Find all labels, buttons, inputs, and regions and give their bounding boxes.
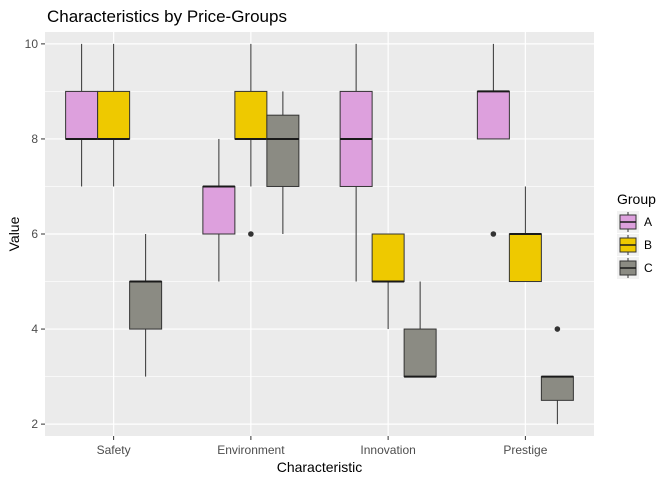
- y-tick-label: 8: [31, 132, 38, 146]
- x-tick-label: Safety: [97, 443, 131, 457]
- box-B-innovation: [371, 233, 405, 330]
- box-C-environment: [266, 91, 300, 234]
- legend-item-B: B: [617, 234, 652, 256]
- chart-title: Characteristics by Price-Groups: [47, 7, 287, 26]
- y-tick-label: 10: [25, 37, 39, 51]
- legend-label: C: [644, 261, 653, 275]
- y-axis-title: Value: [6, 216, 22, 251]
- boxes-layer: [65, 43, 574, 425]
- y-tick-label: 6: [31, 227, 38, 241]
- x-tick-label: Environment: [217, 443, 285, 457]
- y-tick-label: 4: [31, 322, 38, 336]
- box-A-prestige: [476, 43, 510, 237]
- x-axis-title: Characteristic: [277, 459, 363, 475]
- box-B-prestige: [508, 186, 542, 283]
- box-body: [129, 281, 163, 330]
- legend-label: B: [644, 238, 652, 252]
- box-B-safety: [97, 43, 131, 187]
- box-C-prestige: [540, 326, 574, 425]
- box-A-innovation: [339, 43, 373, 282]
- box-body: [508, 233, 542, 283]
- outlier-point: [490, 231, 497, 237]
- outlier-point: [248, 231, 254, 237]
- box-C-safety: [129, 234, 163, 377]
- box-body: [266, 114, 300, 187]
- box-body: [540, 376, 574, 401]
- x-tick-label: Prestige: [503, 443, 547, 457]
- outlier-point: [554, 326, 561, 332]
- legend-label: A: [644, 215, 652, 229]
- box-body: [403, 328, 437, 378]
- box-B-environment: [234, 43, 268, 237]
- x-tick-label: Innovation: [360, 443, 415, 457]
- legend-title: Group: [617, 191, 656, 207]
- x-axis: Safety Environment Innovation Prestige: [97, 436, 548, 457]
- box-A-safety: [65, 43, 99, 187]
- y-tick-label: 2: [31, 417, 38, 431]
- box-body: [202, 185, 236, 235]
- box-body: [476, 90, 510, 140]
- box-A-environment: [202, 138, 236, 282]
- box-body: [234, 90, 268, 140]
- box-body: [97, 90, 131, 140]
- y-axis: 2 4 6 8 10: [25, 37, 45, 431]
- box-C-innovation: [403, 281, 437, 378]
- box-body: [65, 90, 99, 140]
- legend-item-A: A: [617, 211, 652, 233]
- legend: Group ABC: [617, 191, 656, 279]
- legend-item-C: C: [617, 257, 653, 279]
- box-body: [371, 233, 405, 283]
